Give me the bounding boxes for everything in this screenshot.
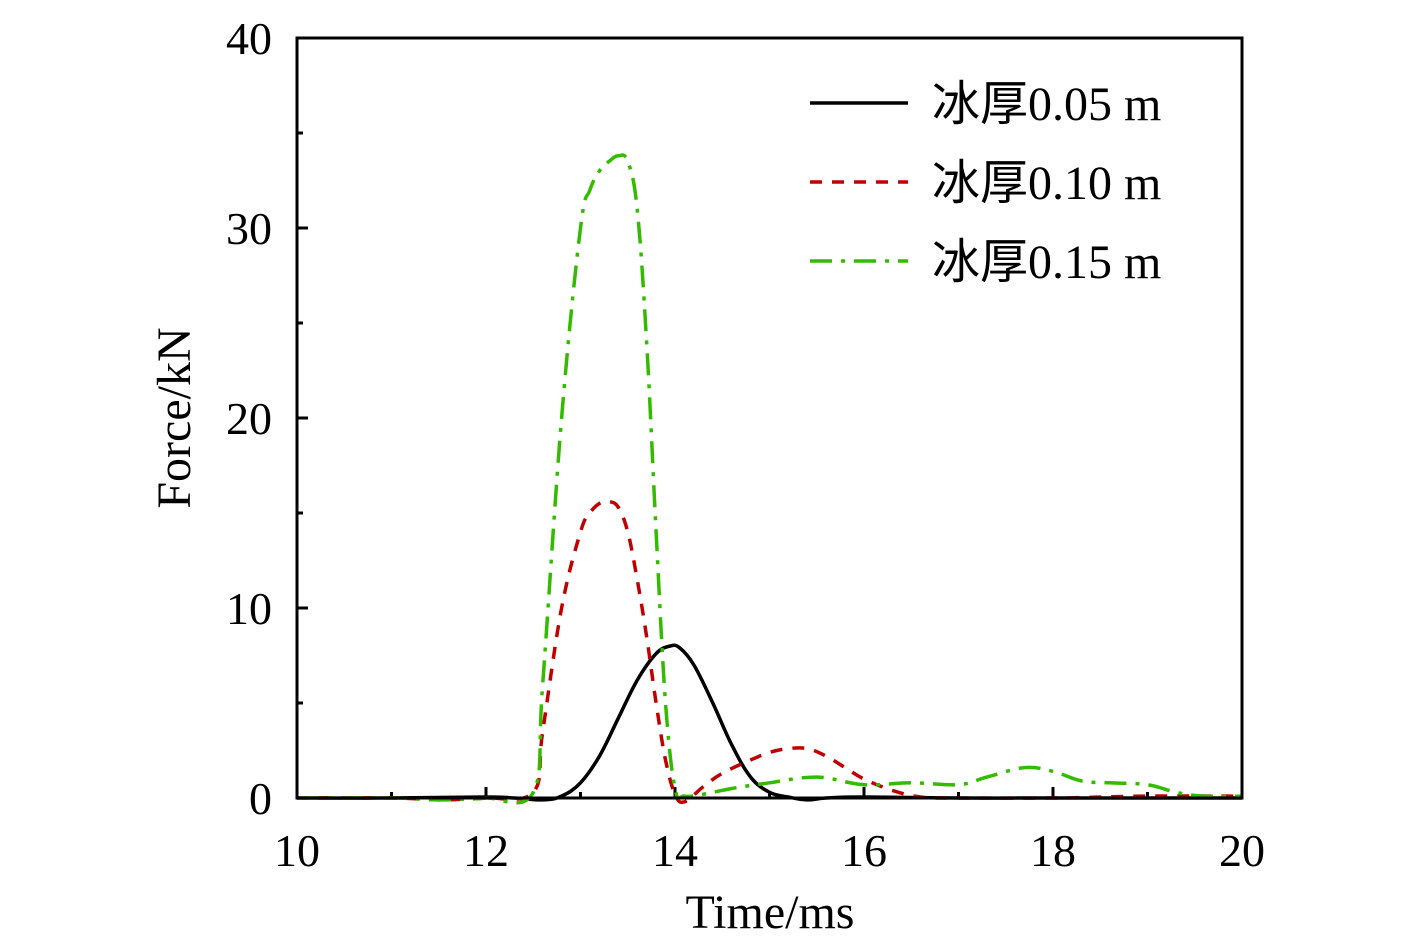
y-tick-label-2: 20: [226, 393, 272, 444]
x-tick-label-3: 16: [841, 825, 887, 876]
x-tick-label-2: 14: [652, 825, 698, 876]
legend-label-2: 冰厚0.15 m: [932, 236, 1161, 289]
x-tick-label-0: 10: [274, 825, 320, 876]
series-line-1: [296, 499, 1243, 805]
x-tick-label-1: 12: [463, 825, 509, 876]
x-tick-label-4: 18: [1030, 825, 1076, 876]
y-tick-label-1: 10: [226, 583, 272, 634]
plot-frame: [295, 36, 1244, 800]
legend: 冰厚0.05 m 冰厚0.10 m 冰厚0.15 m: [810, 78, 1161, 289]
series-line-2: [296, 153, 1243, 805]
x-axis-title: Time/ms: [686, 886, 855, 939]
series-line-0: [296, 643, 1242, 802]
axis-ticks: [295, 36, 1244, 800]
y-axis-title: Force/kN: [148, 327, 201, 508]
x-tick-label-5: 20: [1219, 825, 1265, 876]
y-tick-label-3: 30: [226, 203, 272, 254]
y-tick-label-4: 40: [226, 13, 272, 64]
y-tick-label-0: 0: [249, 773, 272, 824]
legend-label-1: 冰厚0.10 m: [932, 157, 1161, 210]
legend-label-0: 冰厚0.05 m: [932, 78, 1161, 131]
